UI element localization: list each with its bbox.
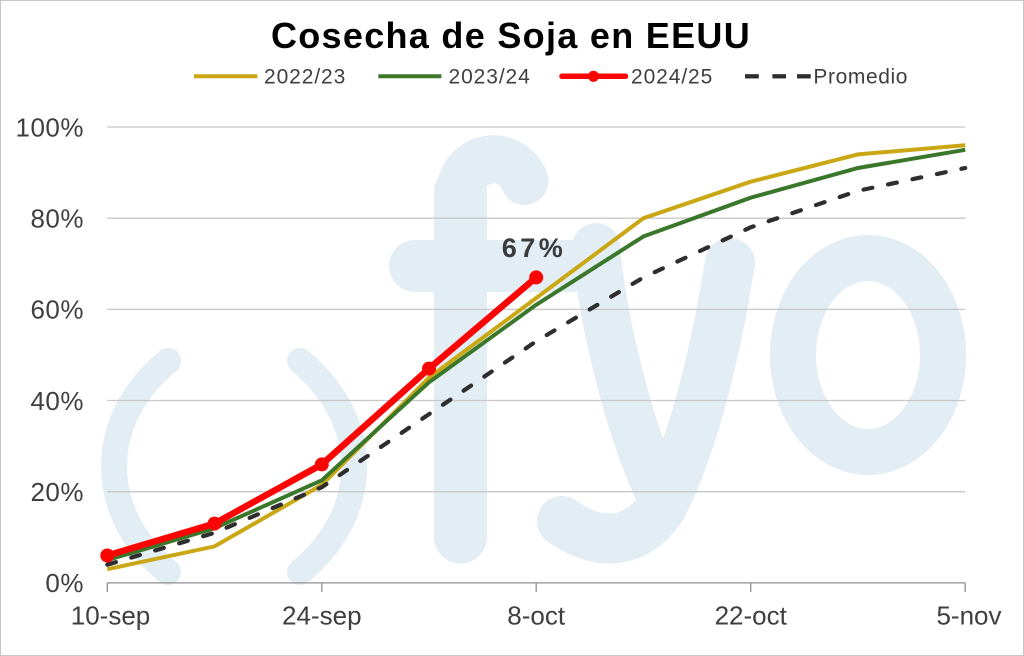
svg-text:0%: 0% bbox=[45, 568, 84, 598]
svg-text:24-sep: 24-sep bbox=[282, 601, 362, 631]
svg-text:100%: 100% bbox=[16, 112, 85, 142]
svg-text:8-oct: 8-oct bbox=[507, 601, 566, 631]
svg-text:5-nov: 5-nov bbox=[936, 601, 1001, 631]
svg-text:2023/24: 2023/24 bbox=[449, 66, 531, 89]
svg-text:40%: 40% bbox=[30, 386, 84, 416]
svg-text:20%: 20% bbox=[30, 477, 84, 507]
svg-text:2022/23: 2022/23 bbox=[264, 66, 346, 89]
svg-text:10-sep: 10-sep bbox=[71, 601, 151, 631]
svg-text:60%: 60% bbox=[30, 295, 84, 325]
svg-text:22-oct: 22-oct bbox=[715, 601, 788, 631]
svg-text:Cosecha de Soja en EEUU: Cosecha de Soja en EEUU bbox=[271, 15, 751, 56]
svg-text:2024/25: 2024/25 bbox=[631, 66, 713, 89]
svg-text:Promedio: Promedio bbox=[813, 66, 908, 89]
svg-text:67%: 67% bbox=[502, 233, 567, 263]
svg-text:80%: 80% bbox=[30, 204, 84, 234]
